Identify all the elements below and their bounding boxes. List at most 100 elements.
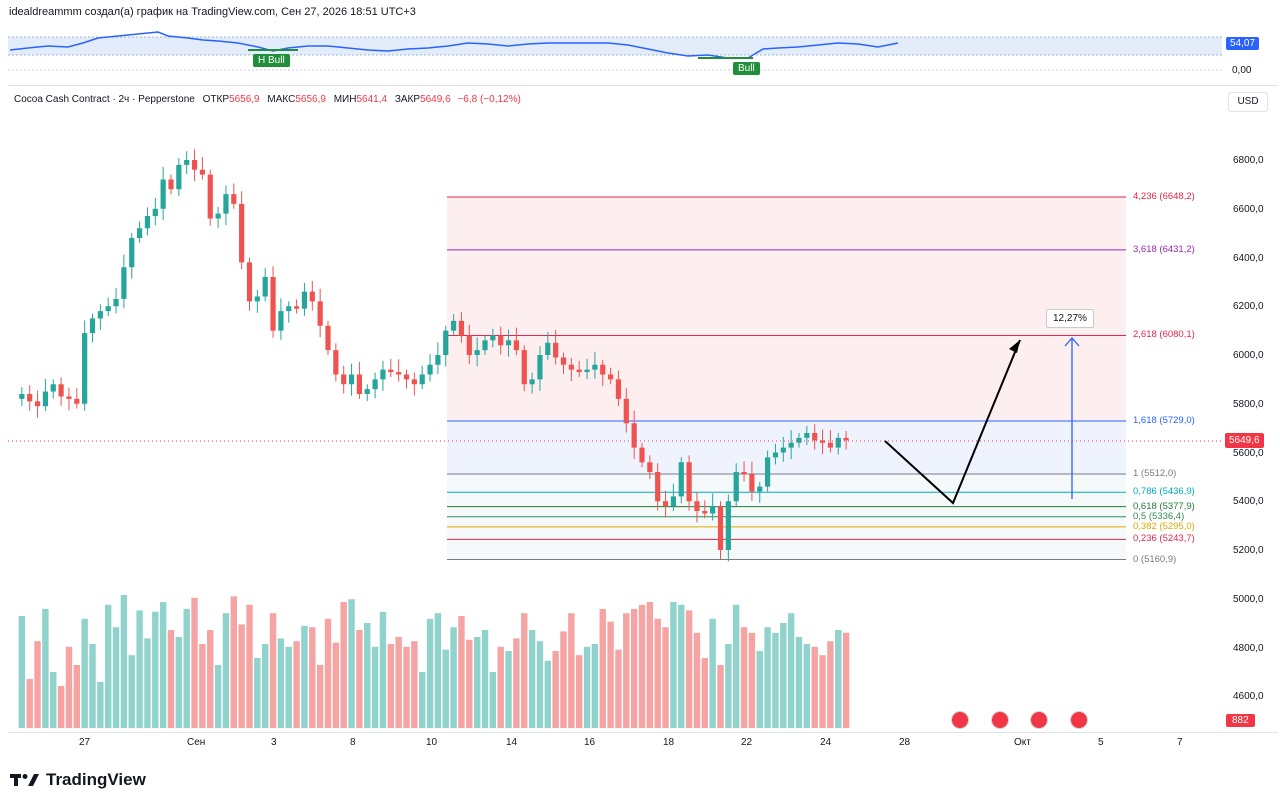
candle-body (819, 440, 826, 443)
volume-bar (34, 641, 41, 728)
candle-body (372, 379, 378, 390)
fibonacci-extension[interactable] (447, 196, 1126, 561)
volume-bar (144, 638, 151, 728)
volume-bar (842, 632, 850, 728)
h-bull-tag: H Bull (253, 54, 290, 67)
candle-body (521, 350, 527, 385)
candle-body (710, 506, 716, 514)
footer-brand[interactable]: TradingView (10, 768, 146, 792)
volume-bar (183, 609, 190, 728)
candle-body (419, 374, 425, 385)
volume-bar (497, 646, 504, 728)
time-axis[interactable] (8, 732, 1278, 753)
symbol-name[interactable]: Cocoa Cash Contract · 2ч · Pepperstone (14, 94, 195, 105)
price-tick: 4600,0 (1233, 691, 1264, 702)
price-tick: 5800,0 (1233, 399, 1264, 410)
us-flag-icon[interactable] (951, 711, 969, 729)
candle-body (560, 357, 567, 365)
volume-bar (811, 646, 818, 728)
volume-bar (175, 637, 183, 728)
volume-bar (112, 627, 120, 728)
currency-button[interactable]: USD (1228, 92, 1268, 112)
candle-body (231, 194, 237, 204)
candle-body (388, 369, 394, 373)
candle-body (741, 472, 747, 475)
candle-body (466, 335, 472, 355)
candle-body (19, 394, 25, 399)
volume-bar (387, 644, 394, 728)
time-label: 10 (426, 737, 438, 748)
fib-level-label: 2,618 (6080,1) (1133, 329, 1195, 341)
volume-bar (709, 618, 716, 728)
candle-body (584, 369, 590, 373)
candle-body (294, 306, 300, 309)
last-price-badge: 5649,6 (1225, 433, 1264, 448)
price-chart[interactable] (8, 112, 1222, 732)
price-tick: 5200,0 (1233, 545, 1264, 556)
candle-body (152, 208, 158, 217)
volume-bar (136, 610, 143, 728)
candle-body (647, 462, 653, 472)
high-key: МАКС (267, 94, 296, 105)
volume-bar (717, 665, 724, 728)
volume-bar (552, 651, 559, 728)
volume-bar (269, 613, 277, 728)
pane-separator[interactable] (8, 85, 1278, 86)
volume-bar (81, 618, 88, 728)
rsi-line (9, 31, 899, 59)
price-tick: 6800,0 (1233, 155, 1264, 166)
volume-bar (646, 602, 654, 728)
volume-bar (159, 602, 167, 728)
candle-body (50, 384, 56, 392)
candle-body (592, 364, 598, 370)
candle-body (655, 472, 661, 502)
close-key: ЗАКР (394, 94, 421, 105)
volume-bar (521, 613, 528, 728)
candle-body (246, 262, 253, 302)
volume-bar (568, 613, 575, 728)
volume-bar (442, 649, 449, 728)
volume-bar (230, 596, 237, 728)
candle-body (309, 291, 315, 302)
volume-bar (309, 627, 316, 728)
candle-body (27, 394, 33, 402)
volume-bar (426, 618, 434, 728)
volume-bar (316, 665, 324, 728)
candle-body (765, 457, 771, 487)
volume-bar (450, 627, 457, 728)
us-flag-icon[interactable] (1030, 711, 1048, 729)
candle-body (686, 462, 692, 502)
brand-name: TradingView (46, 770, 146, 789)
volume-bar (544, 660, 551, 728)
volume-bar (199, 644, 206, 728)
volume-bar (795, 637, 803, 728)
price-tick: 6600,0 (1233, 204, 1264, 215)
volume-bar (364, 623, 371, 728)
candle-body (545, 342, 551, 355)
rsi-zero-label: 0,00 (1232, 65, 1252, 76)
candle-body (843, 437, 849, 441)
candle-body (804, 433, 810, 438)
volume-bar (238, 624, 245, 728)
candle-body (733, 472, 739, 502)
candle-body (176, 164, 182, 190)
volume-bar (324, 618, 332, 728)
volume-bar (638, 604, 646, 728)
volume-bar (246, 604, 253, 728)
candle-body (749, 474, 755, 492)
candle-body (262, 277, 268, 297)
time-label: 8 (350, 737, 356, 748)
price-tick: 6400,0 (1233, 253, 1264, 264)
volume-bar (57, 686, 65, 728)
volume-bar (356, 630, 363, 728)
us-flag-icon[interactable] (1070, 711, 1088, 729)
time-label: 22 (741, 737, 753, 748)
volume-bar (764, 627, 771, 728)
rsi-pane[interactable] (8, 30, 1222, 80)
volume-bar (756, 651, 763, 728)
volume-bar (615, 649, 622, 728)
volume-bar (167, 630, 175, 728)
candle-body (796, 437, 802, 443)
change-value: −6,8 (−0,12%) (457, 94, 521, 105)
us-flag-icon[interactable] (991, 711, 1009, 729)
